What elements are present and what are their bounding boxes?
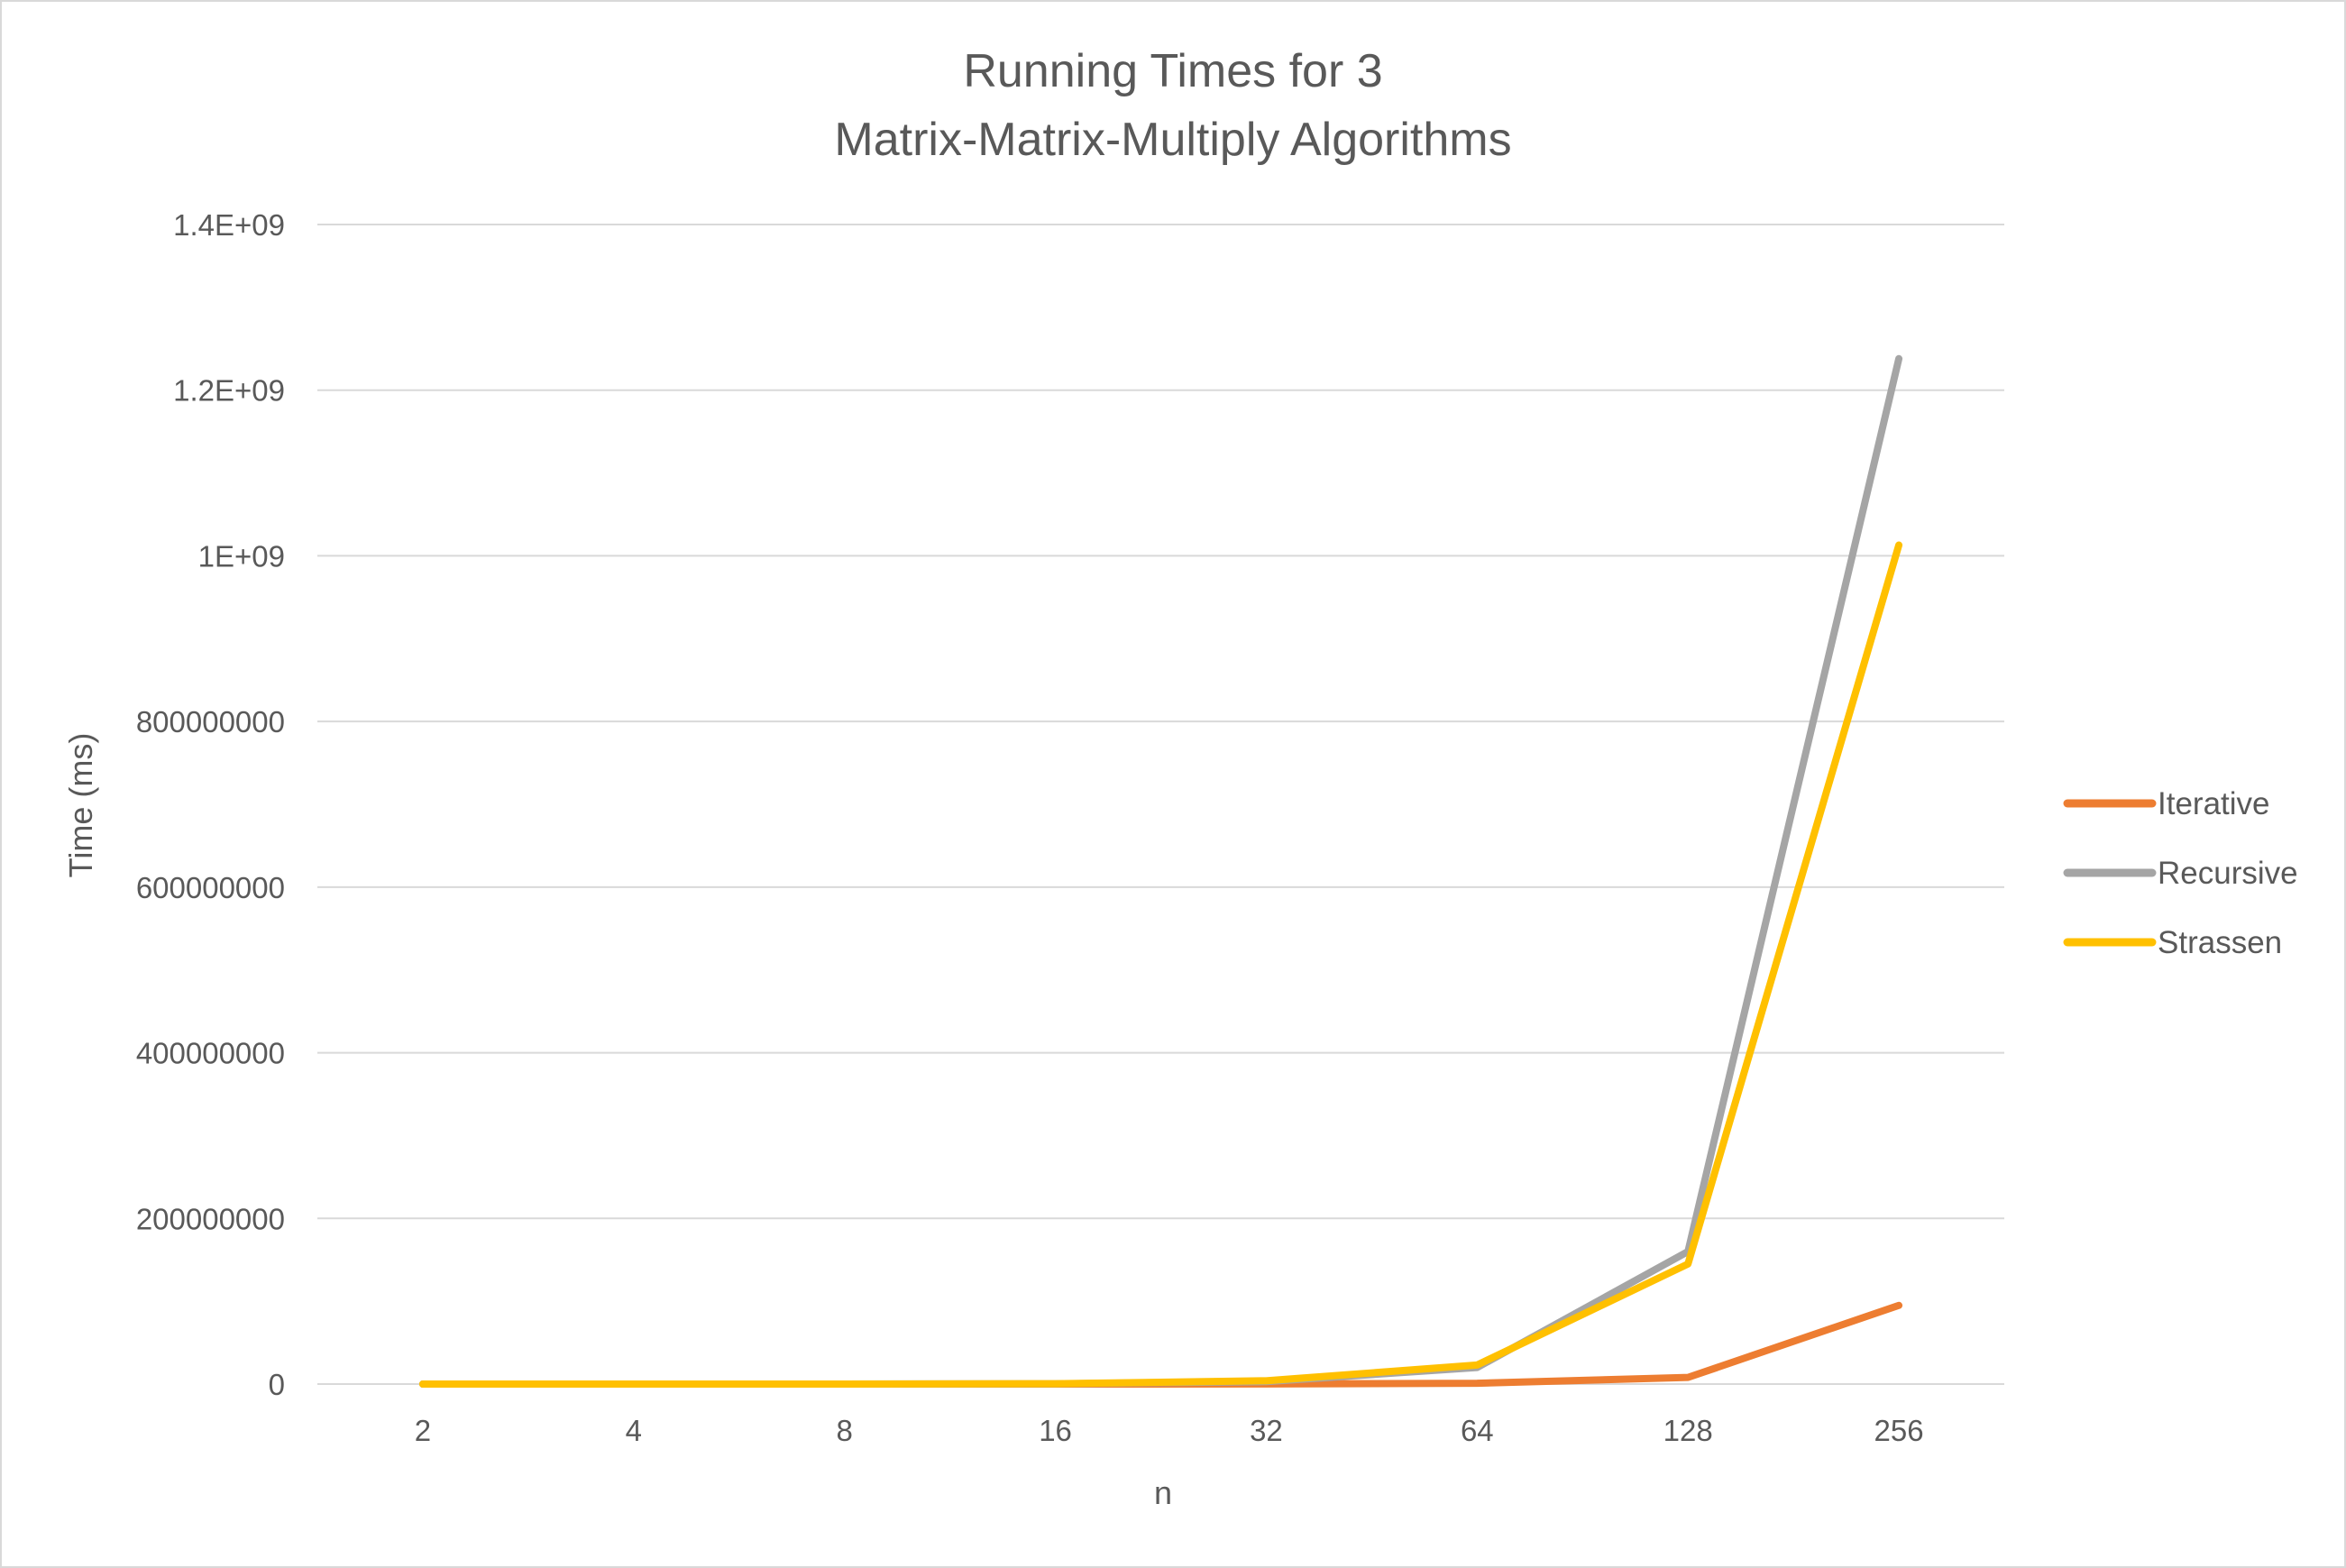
x-axis-ticks: 2 4 8 16 32 64 128 256	[415, 1414, 1924, 1447]
y-tick-label: 1.2E+09	[173, 374, 285, 408]
x-axis-title: n	[1154, 1474, 1172, 1511]
legend-label-recursive: Recursive	[2158, 856, 2298, 891]
y-tick-label: 1E+09	[198, 539, 285, 573]
x-tick-label: 128	[1663, 1414, 1713, 1447]
legend-label-strassen: Strassen	[2158, 925, 2282, 960]
x-tick-label: 16	[1039, 1414, 1072, 1447]
x-tick-label: 8	[837, 1414, 853, 1447]
y-tick-label: 1.4E+09	[173, 208, 285, 242]
x-tick-label: 64	[1461, 1414, 1494, 1447]
y-axis-title: Time (ms)	[62, 733, 99, 878]
x-tick-label: 256	[1874, 1414, 1924, 1447]
series-line-iterative	[418, 1301, 1903, 1388]
y-tick-label: 400000000	[136, 1037, 285, 1070]
series-line-recursive	[418, 354, 1903, 1388]
chart-title-line-2: Matrix-Matrix-Multiply Algorithms	[834, 114, 1511, 166]
x-tick-label: 32	[1250, 1414, 1283, 1447]
x-tick-label: 4	[626, 1414, 642, 1447]
series-lines	[418, 354, 1903, 1388]
legend: Iterative Recursive Strassen	[2063, 786, 2298, 960]
chart-title-line-1: Running Times for 3	[963, 45, 1382, 97]
series-line-strassen	[418, 541, 1903, 1388]
y-tick-label: 600000000	[136, 871, 285, 904]
y-tick-label: 200000000	[136, 1202, 285, 1235]
y-tick-label: 0	[269, 1368, 285, 1401]
y-tick-label: 800000000	[136, 705, 285, 738]
x-tick-label: 2	[415, 1414, 431, 1447]
legend-label-iterative: Iterative	[2158, 786, 2270, 821]
y-axis-ticks: 0 200000000 400000000 600000000 800000000 1E+…	[136, 208, 285, 1401]
gridlines	[317, 224, 2004, 1385]
